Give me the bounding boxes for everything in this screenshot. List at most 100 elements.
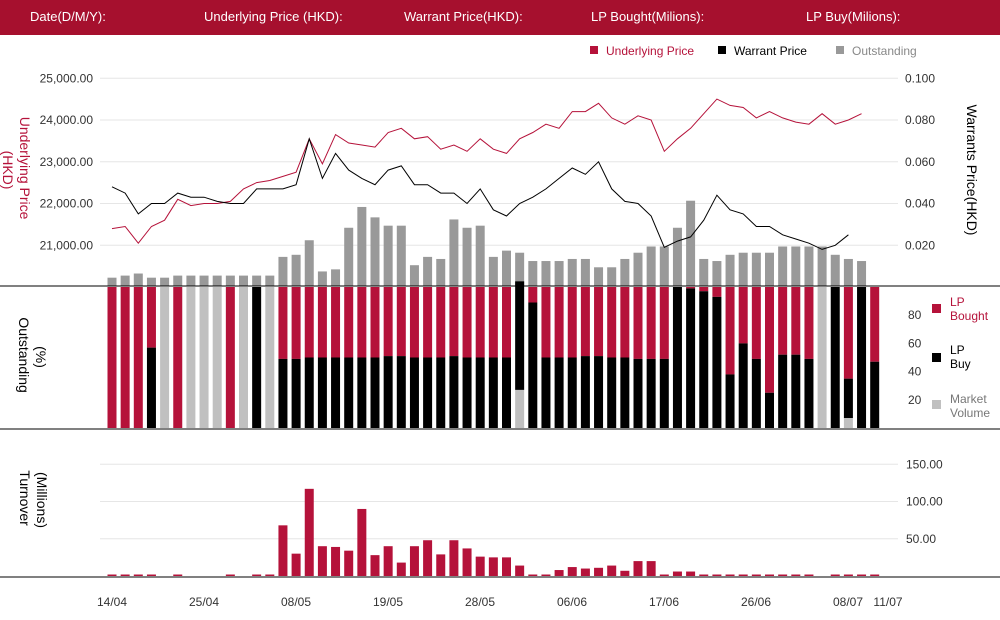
outstanding-bar xyxy=(160,277,170,286)
outstanding-bar xyxy=(765,252,774,286)
turnover-bar xyxy=(488,557,498,576)
turnover-bar xyxy=(120,574,130,576)
turnover-bar xyxy=(712,574,722,576)
turnover-bar xyxy=(396,562,406,576)
legend-outstanding: Outstanding xyxy=(852,44,917,58)
lp-bought-bar xyxy=(843,287,853,379)
legend-outstanding-swatch xyxy=(836,46,844,54)
lp-buy-bar xyxy=(607,357,617,428)
turnover-bar xyxy=(331,546,341,576)
lp-bought-bar xyxy=(409,287,419,358)
turnover-axis-label: Turnover (Millions) xyxy=(17,470,50,529)
outstanding-bar xyxy=(778,246,788,286)
turnover-bar xyxy=(857,574,867,576)
turnover-bar xyxy=(804,574,814,576)
lp-bought-bar xyxy=(659,287,669,359)
lp-buy-bar xyxy=(515,281,525,390)
lp-buy-bar xyxy=(870,361,880,428)
lp-buy-bar xyxy=(791,354,801,428)
outstanding-bar xyxy=(791,246,801,286)
outstanding-bar xyxy=(830,254,840,286)
date-label: Date(D/M/Y): xyxy=(30,9,106,24)
x-axis-date-label: 08/05 xyxy=(281,595,311,609)
turnover-bar xyxy=(607,565,617,576)
turnover-bar xyxy=(146,574,156,576)
underlying-tick-label: 21,000.00 xyxy=(40,238,94,252)
legend-lp-buy: LP Buy xyxy=(950,343,971,371)
turnover-bar xyxy=(344,550,354,576)
x-axis-date-label: 08/07 xyxy=(833,595,863,609)
lp-bought-bar xyxy=(475,287,485,358)
outstanding-bar xyxy=(173,275,183,286)
outstanding-bar xyxy=(396,225,406,286)
outstanding-bar xyxy=(620,258,630,286)
x-axis-date-label: 11/07 xyxy=(873,595,902,609)
outstanding-bar xyxy=(107,277,117,286)
outstanding-bar xyxy=(554,261,564,286)
outstanding-bar xyxy=(607,267,617,286)
underlying-tick-label: 23,000.00 xyxy=(40,155,94,169)
warrant-axis-label: Warrants Price(HKD) xyxy=(964,105,980,236)
turnover-bar xyxy=(830,574,840,576)
lp-bought-bar xyxy=(488,287,498,358)
lp-buy-bar xyxy=(712,296,722,428)
lp-buy-bar xyxy=(436,357,446,428)
lp-buy-bar xyxy=(830,287,840,428)
outstanding-bar xyxy=(133,273,143,286)
outstanding-axis-label-line1: Outstanding xyxy=(16,317,32,393)
turnover-bar xyxy=(620,570,630,576)
lp-buy-bar xyxy=(699,291,709,428)
outstanding-bar xyxy=(304,240,314,286)
turnover-bar xyxy=(423,540,433,576)
outstanding-axis-label: Outstanding (%) xyxy=(16,317,49,396)
outstanding-tick-label: 40 xyxy=(908,365,922,379)
turnover-bar xyxy=(541,574,551,576)
lp-bought-label: LP Bought(Milions): xyxy=(591,9,705,24)
x-axis-date-label: 28/05 xyxy=(465,595,495,609)
lp-buy-bar xyxy=(725,374,735,428)
underlying-axis-label-line2: (HKD) xyxy=(0,151,16,190)
turnover-bar xyxy=(291,553,301,576)
turnover-bar xyxy=(633,561,643,576)
outstanding-bar xyxy=(738,252,748,286)
market-volume-bar xyxy=(212,287,222,428)
x-axis-date-label: 25/04 xyxy=(189,595,219,609)
lp-buy-bar xyxy=(317,357,327,428)
turnover-bar xyxy=(686,571,696,576)
outstanding-bar xyxy=(475,225,485,286)
market-volume-bar xyxy=(843,418,853,428)
outstanding-bar xyxy=(843,258,853,286)
warrant-tick-label: 0.040 xyxy=(905,197,935,211)
lp-bought-bar xyxy=(291,287,301,359)
outstanding-bar xyxy=(594,267,604,286)
outstanding-bar xyxy=(672,227,682,286)
lp-buy-bar xyxy=(488,357,498,428)
outstanding-bar xyxy=(120,275,130,286)
outstanding-bar xyxy=(725,254,735,286)
lp-bought-bar xyxy=(765,287,774,393)
lp-bought-bar xyxy=(396,287,406,357)
turnover-bar xyxy=(580,568,590,576)
outstanding-bar xyxy=(199,275,209,286)
outstanding-bar xyxy=(449,219,459,286)
lp-buy-bar xyxy=(370,357,380,428)
turnover-axis-label-line1: Turnover xyxy=(17,470,33,526)
turnover-bar xyxy=(304,488,314,576)
warrant-tick-label: 0.020 xyxy=(905,238,935,252)
outstanding-bar xyxy=(146,277,156,286)
lp-buy-bar xyxy=(541,357,551,428)
header-bar: Date(D/M/Y): Underlying Price (HKD): War… xyxy=(0,0,1000,35)
market-volume-bar xyxy=(515,389,525,428)
turnover-bar xyxy=(594,567,604,576)
turnover-bar xyxy=(107,574,117,576)
turnover-bar xyxy=(436,554,446,576)
turnover-bar xyxy=(252,574,262,576)
lp-bought-bar xyxy=(502,287,511,358)
outstanding-bar xyxy=(462,227,472,286)
turnover-bar xyxy=(515,565,525,576)
outstanding-tick-label: 80 xyxy=(908,308,922,322)
turnover-bar xyxy=(133,574,143,576)
outstanding-bar xyxy=(528,261,538,286)
underlying-axis-label-line1: Underlying Price xyxy=(17,117,33,220)
turnover-bar xyxy=(317,546,327,576)
